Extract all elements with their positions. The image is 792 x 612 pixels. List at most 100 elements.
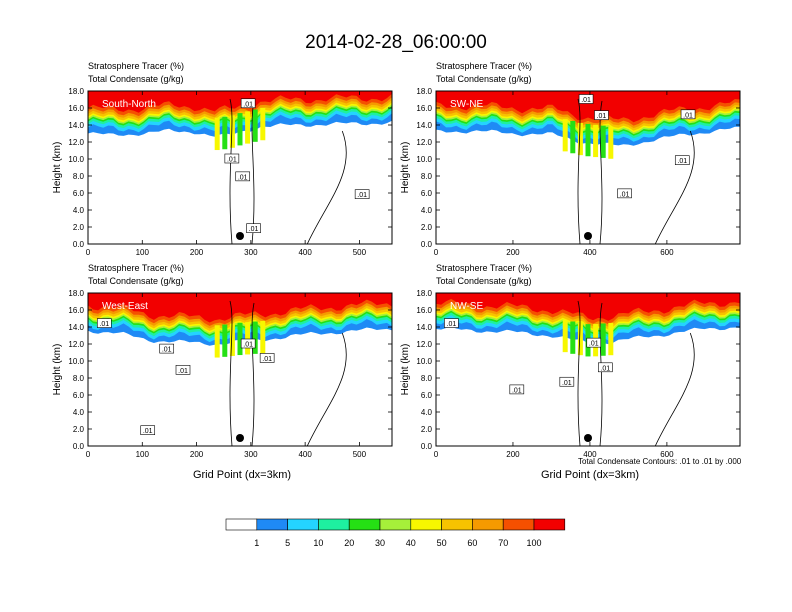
contour-label: .01 [246, 223, 261, 233]
contour-label-text: .01 [238, 174, 248, 181]
y-tick-label: 6.0 [421, 189, 433, 198]
contour-label: .01 [617, 188, 632, 198]
panel-south-north: .01 .01 .01 .01 .01 South-North 0.0 2.0 4.0 6.0 8.… [52, 61, 393, 257]
contour-label-box [598, 362, 613, 373]
subtitle-tracer: Stratosphere Tracer (%) [436, 61, 532, 71]
contour-label-text: .01 [143, 428, 153, 435]
colorbar-swatch [441, 518, 473, 531]
contour-label: .01 [140, 425, 156, 435]
y-tick-label: 10.0 [416, 357, 432, 366]
contour-label: .01 [175, 365, 191, 375]
condensate-contour [229, 98, 233, 244]
colorbar-label: 70 [498, 538, 508, 548]
panel-west-east: .01 .01 .01 .01 .01 .01 West-East 0.0 2.0 4.0 6.0 8… [52, 263, 393, 481]
y-tick-label: 8.0 [73, 172, 85, 181]
colorbar-label: 30 [375, 538, 385, 548]
contour-label-text: .01 [677, 158, 687, 165]
colorbar-label: 50 [437, 538, 447, 548]
colorbar-swatch [379, 518, 412, 531]
y-tick-label: 18.0 [68, 289, 84, 298]
colorbar-label: 40 [406, 538, 416, 548]
tracer-streak [260, 320, 266, 354]
y-tick-label: 14.0 [68, 121, 84, 130]
contour-label-box [175, 365, 191, 375]
tracer-field: .01 .01 .01 .01 .01 [436, 91, 740, 244]
y-tick-label: 0.0 [421, 442, 433, 451]
y-tick-label: 16.0 [68, 104, 84, 113]
tracer-layer [88, 91, 392, 113]
contour-label-box [680, 109, 696, 120]
condensate-contour [306, 130, 347, 244]
tracer-streak [608, 322, 614, 356]
y-tick-label: 14.0 [416, 121, 432, 130]
tracer-streak [608, 126, 614, 159]
y-tick-label: 18.0 [416, 289, 432, 298]
y-tick-label: 2.0 [73, 425, 85, 434]
contour-label: .01 [96, 318, 112, 328]
colorbar-swatch [256, 518, 288, 531]
contour-label: .01 [224, 153, 240, 164]
contour-label-text: .01 [99, 321, 109, 328]
plot-frame [87, 90, 393, 245]
subtitle-condensate: Total Condensate (g/kg) [88, 276, 184, 286]
x-tick-label: 0 [86, 248, 91, 257]
location-marker [584, 232, 592, 240]
contour-label-text: .01 [683, 112, 693, 119]
subtitle-condensate: Total Condensate (g/kg) [436, 276, 532, 286]
tracer-layer [88, 293, 392, 323]
contour-label: .01 [240, 338, 256, 349]
y-tick-label: 6.0 [73, 189, 85, 198]
contour-label-box [674, 155, 690, 165]
tracer-streak [585, 123, 591, 157]
contour-label: .01 [586, 337, 602, 348]
contour-label-box [96, 318, 112, 328]
tracer-streak [577, 122, 583, 156]
contour-label-box [259, 353, 275, 363]
condensate-contour [306, 332, 347, 446]
tracer-streak [222, 324, 228, 357]
y-tick-label: 2.0 [421, 223, 433, 232]
contour-label-box [559, 376, 575, 387]
colorbar-swatch [318, 518, 350, 531]
tracer-streak [222, 116, 228, 150]
y-tick-label: 6.0 [73, 391, 85, 400]
tracer-streak [562, 119, 568, 152]
contour-label-box [509, 384, 525, 395]
contour-label: .01 [594, 110, 609, 120]
colorbar-label: 5 [285, 538, 290, 548]
contour-label-box [578, 94, 594, 104]
x-tick-label: 400 [583, 248, 597, 257]
contour-label-text: .01 [447, 321, 457, 328]
x-tick-label: 300 [244, 450, 258, 459]
panel-label: South-North [102, 99, 156, 110]
location-marker [584, 434, 592, 442]
y-axis-label: Height (km) [52, 142, 63, 194]
contour-label-box [224, 153, 240, 164]
colorbar: 1 5 10 20 30 40 50 60 70 100 [225, 518, 566, 548]
tracer-streak [593, 124, 599, 158]
condensate-contour [229, 300, 233, 446]
tracer-streak [260, 107, 266, 141]
tracer-streak [562, 319, 568, 353]
contour-label-box [235, 171, 251, 182]
y-tick-label: 4.0 [73, 408, 85, 417]
contour-note: Total Condensate Contours: .01 to .01 by… [578, 457, 742, 466]
contour-label-box [444, 318, 459, 328]
y-tick-label: 8.0 [73, 374, 85, 383]
x-axis-label: Grid Point (dx=3km) [541, 469, 639, 481]
x-tick-label: 500 [353, 248, 367, 257]
contour-label-box [354, 189, 370, 199]
contour-label-text: .01 [600, 365, 610, 372]
condensate-contour [251, 100, 255, 244]
y-tick-label: 18.0 [416, 87, 432, 96]
y-tick-label: 2.0 [421, 425, 433, 434]
condensate-contour [654, 130, 695, 244]
contour-label-text: .01 [249, 226, 259, 233]
x-tick-label: 200 [190, 248, 204, 257]
y-tick-label: 12.0 [68, 340, 84, 349]
contour-label-text: .01 [178, 368, 188, 375]
y-tick-label: 0.0 [73, 240, 85, 249]
condensate-contour [577, 98, 581, 244]
contour-label-text: .01 [562, 380, 572, 387]
plot-frame [87, 292, 393, 447]
